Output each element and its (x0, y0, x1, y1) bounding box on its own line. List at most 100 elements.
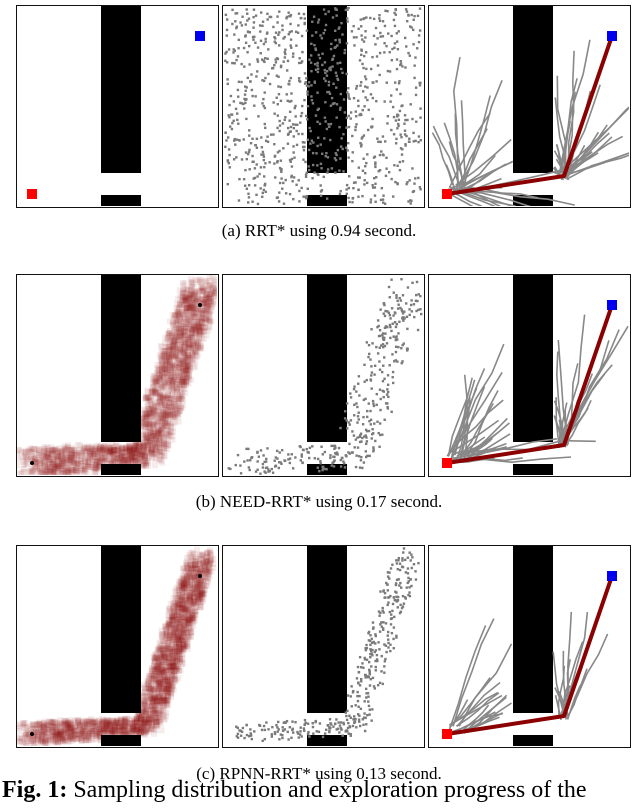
sample-point (263, 460, 266, 464)
goal-marker (195, 31, 205, 41)
sample-point (386, 407, 390, 410)
sample-point (259, 166, 263, 169)
sample-point (271, 725, 274, 729)
sample-point (356, 436, 359, 439)
sample-point (288, 725, 292, 729)
sample-point (396, 307, 400, 310)
sample-point (332, 444, 335, 448)
sample-point (256, 468, 259, 471)
sample-point (395, 296, 398, 299)
sample-point (395, 58, 399, 61)
obstacle-wall-lower (307, 735, 347, 746)
sample-point (259, 39, 263, 42)
sample-point (393, 615, 396, 619)
sample-point (371, 676, 375, 680)
sample-point (297, 77, 301, 80)
obstacle-wall-upper (101, 275, 141, 442)
sample-point (406, 327, 409, 331)
sample-point (316, 144, 319, 148)
sample-point (289, 76, 293, 80)
sample-point (403, 317, 406, 320)
solution-path (446, 35, 614, 196)
obstacle-wall-lower (513, 735, 553, 746)
sample-point (313, 171, 316, 174)
sample-point (251, 154, 254, 158)
sample-point (374, 669, 377, 672)
sample-point (310, 139, 314, 142)
sample-point (395, 636, 398, 639)
sample-point (413, 315, 416, 319)
sample-point (335, 14, 338, 17)
sample-point (336, 453, 339, 456)
sample-point (391, 370, 395, 374)
sample-point (365, 16, 368, 19)
sample-point (419, 107, 422, 110)
sample-point (288, 158, 292, 162)
sample-point (371, 427, 374, 431)
sample-point (285, 719, 289, 723)
sample-point (247, 196, 251, 199)
sample-point (317, 136, 320, 139)
sample-point (248, 129, 251, 132)
sample-point (390, 613, 393, 616)
sample-point (361, 662, 364, 665)
sample-point (327, 10, 330, 13)
sample-point (333, 29, 337, 32)
sample-point (402, 602, 406, 605)
sample-point (343, 462, 346, 465)
sample-point (262, 104, 265, 108)
sample-point (241, 726, 245, 730)
sample-point (403, 596, 407, 599)
sample-point (331, 65, 334, 68)
sample-point (261, 20, 265, 23)
sample-point (339, 727, 343, 730)
sample-point (346, 149, 349, 152)
sample-point (381, 135, 385, 138)
sample-point (404, 144, 407, 147)
sample-point (378, 648, 381, 651)
sample-point (393, 46, 396, 50)
sample-point (228, 116, 231, 119)
sample-point (346, 8, 349, 11)
sample-point (303, 22, 306, 26)
sample-point (399, 603, 402, 607)
sample-point (393, 11, 396, 15)
sample-point (239, 21, 242, 24)
sample-point (256, 460, 259, 463)
sample-point (278, 10, 281, 13)
sample-point (323, 450, 327, 454)
sample-point (383, 314, 387, 318)
sample-point (383, 643, 386, 646)
sample-point (380, 670, 383, 673)
sample-point (351, 724, 355, 728)
sample-point (368, 671, 371, 674)
sample-point (362, 66, 365, 70)
sample-point (381, 35, 385, 38)
sample-point (332, 54, 336, 58)
sample-point (307, 85, 310, 88)
sample-point (354, 125, 357, 129)
sample-point (343, 417, 347, 420)
sample-point (382, 201, 385, 204)
sample-point (372, 34, 376, 38)
sample-point (300, 60, 304, 63)
sample-point (382, 194, 385, 197)
sample-point (383, 24, 387, 28)
sample-point (304, 173, 308, 176)
sample-point (369, 93, 373, 96)
sample-point (242, 46, 246, 50)
sample-point (368, 713, 371, 716)
sample-point (254, 144, 257, 147)
sample-point (286, 126, 290, 130)
sample-point (369, 358, 372, 361)
sample-point (357, 670, 361, 674)
sample-point (262, 42, 266, 46)
sample-point (390, 34, 393, 38)
sample-point (362, 666, 365, 669)
sample-point (343, 111, 347, 114)
sample-point (375, 99, 378, 103)
sample-point (375, 653, 379, 657)
sample-point (373, 687, 377, 690)
sample-point (323, 467, 327, 471)
sample-point (308, 126, 311, 130)
